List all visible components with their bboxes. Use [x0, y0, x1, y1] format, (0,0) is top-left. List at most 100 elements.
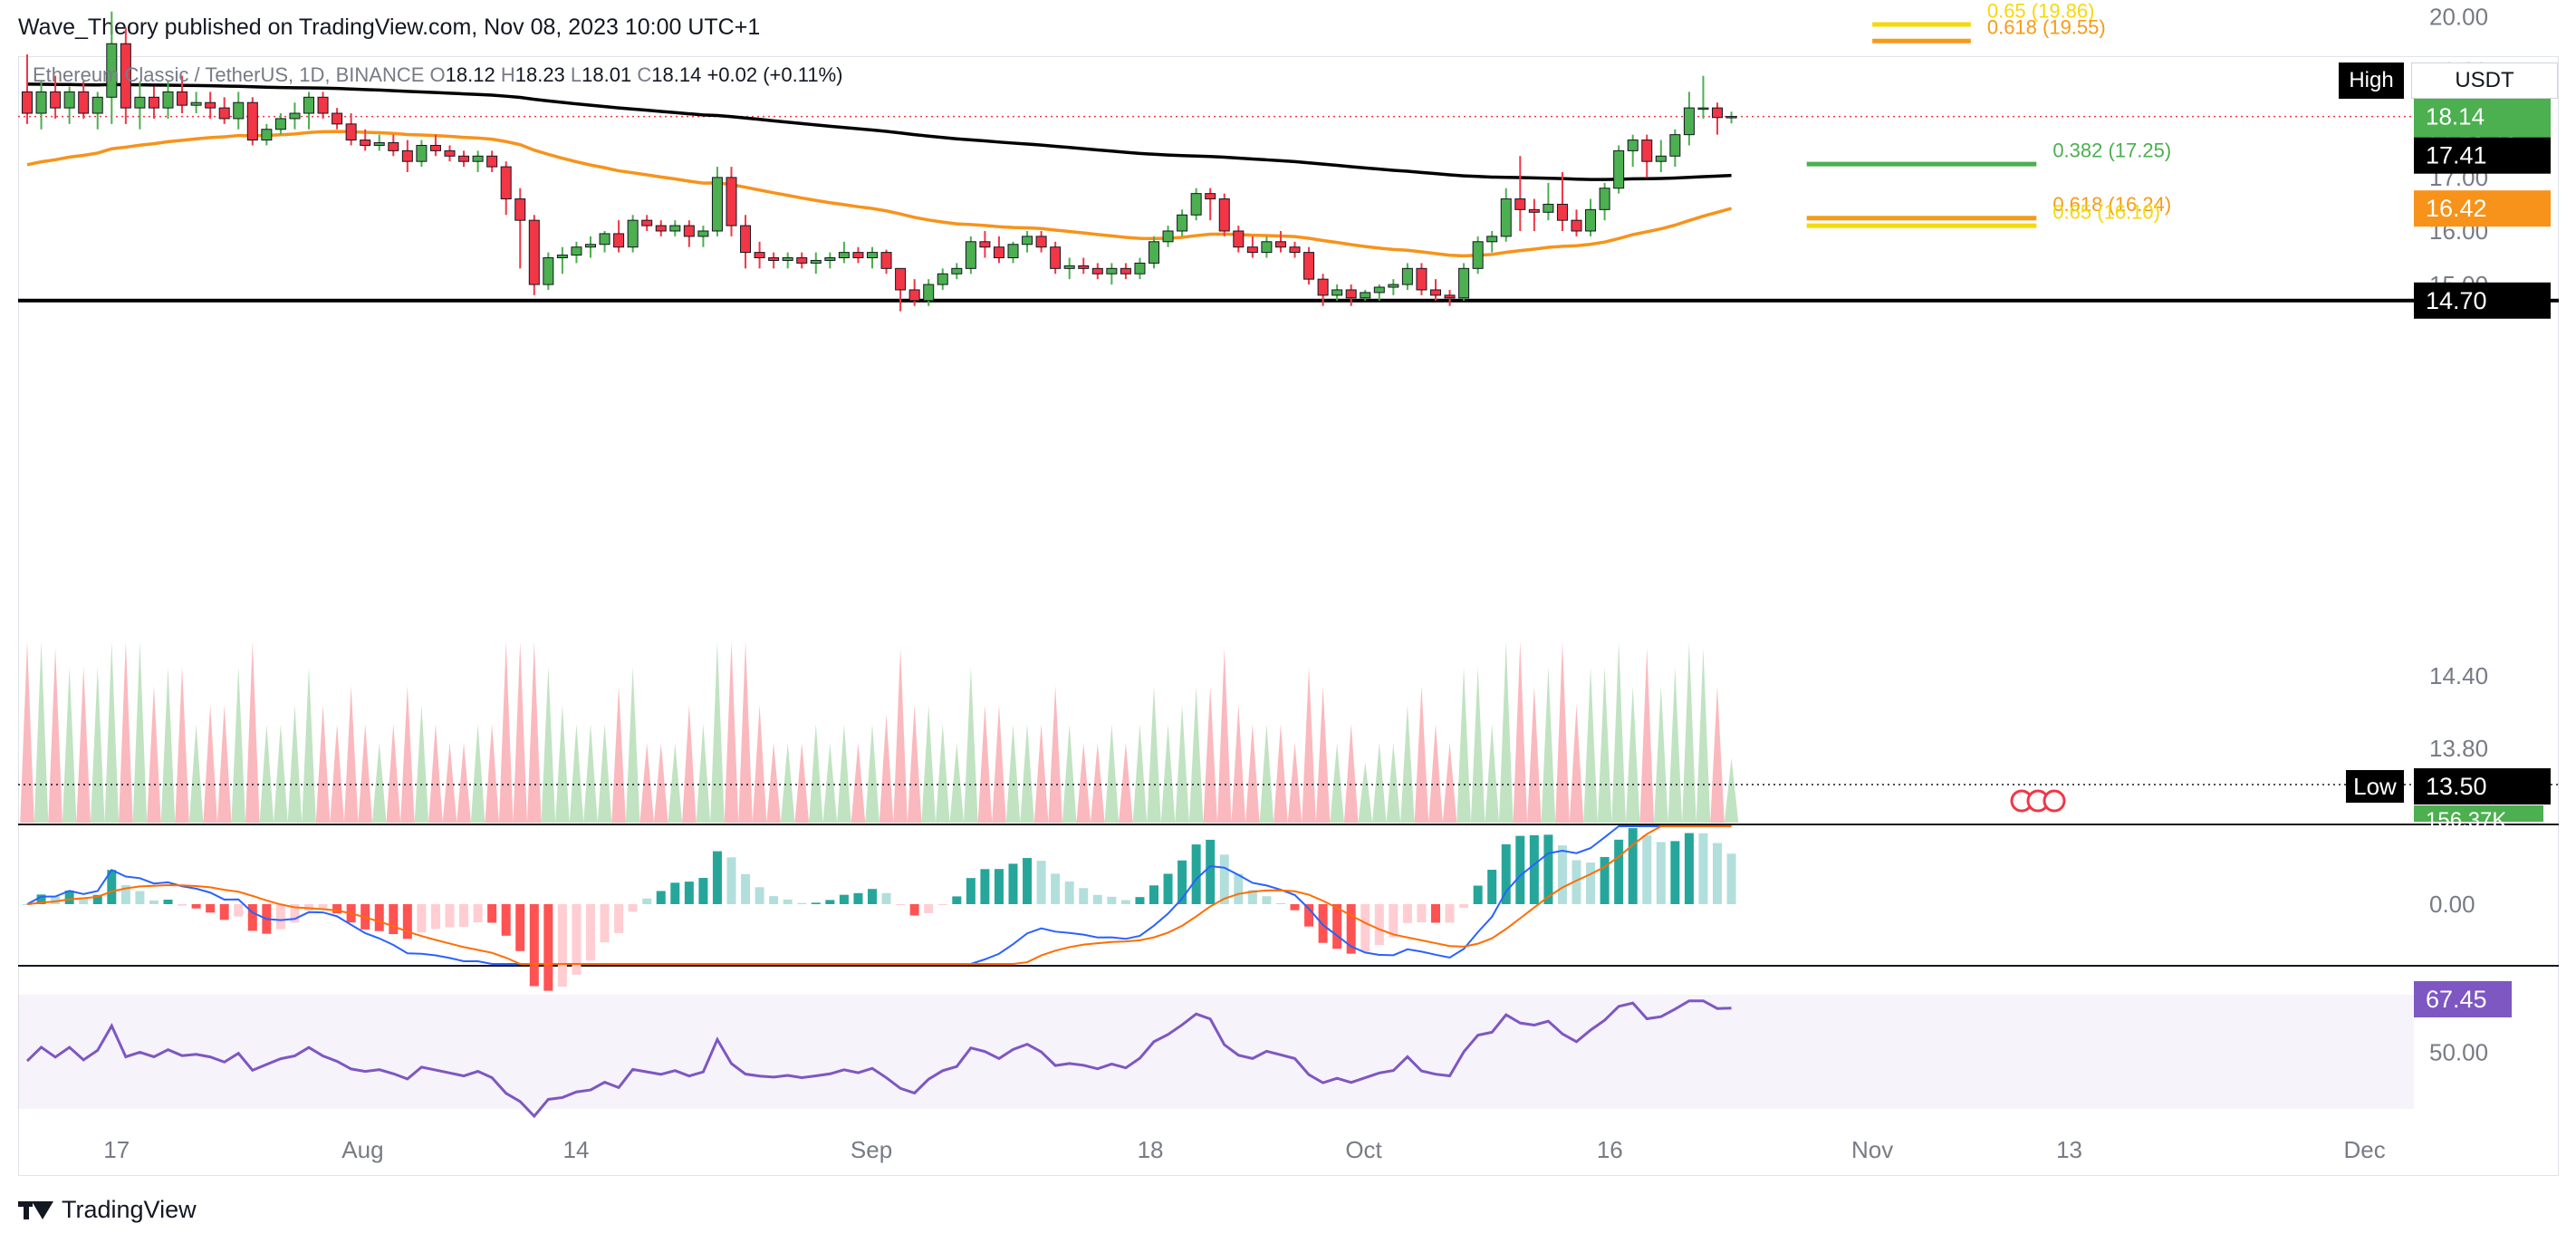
macd-histogram-bar — [1713, 843, 1722, 904]
candle-body — [993, 246, 1004, 259]
volume-bar — [780, 743, 795, 823]
candle-body — [1401, 267, 1413, 285]
macd-histogram-bar — [1572, 860, 1581, 904]
candle-body — [1725, 116, 1737, 119]
macd-histogram-bar — [684, 882, 694, 904]
candle — [1388, 279, 1399, 295]
candle — [1360, 289, 1371, 301]
candle — [979, 230, 991, 258]
macd-histogram-bar — [374, 904, 384, 931]
price-tags: 18.1414:59:4817.4116.4214.70Low13.50156.… — [2346, 96, 2551, 1017]
candle-body — [556, 255, 568, 259]
candle-body — [1246, 246, 1258, 254]
candle-body — [1585, 208, 1597, 232]
candle-body — [1683, 107, 1695, 136]
volume-bar — [625, 667, 640, 823]
fib-label: 0.65 (19.86) — [1987, 0, 2095, 22]
candle — [1162, 226, 1174, 247]
candle-body — [1177, 214, 1188, 232]
candle — [1430, 279, 1441, 301]
macd-histogram-bar — [247, 904, 257, 931]
time-axis: 17 Aug 14 Sep 18 Oct 16 Nov 13 Dec — [103, 1136, 2386, 1163]
rsi-axis-label: 50.00 — [2429, 1039, 2488, 1066]
candle — [345, 113, 357, 146]
candle-body — [1233, 230, 1245, 248]
candle — [543, 252, 554, 290]
macd-histogram-bar — [36, 894, 46, 904]
macd-histogram-bar — [1008, 863, 1018, 904]
time-axis-label: Sep — [851, 1136, 892, 1163]
ohlc-legend: Ethereum Classic / TetherUS, 1D, BINANCE… — [33, 63, 842, 87]
volume-bar — [752, 705, 767, 823]
footer[interactable]: TradingView — [18, 1196, 197, 1224]
candle-body — [951, 267, 963, 275]
candle-body — [514, 198, 526, 221]
candle — [965, 236, 976, 275]
volume-bar — [485, 724, 499, 823]
macd-histogram-bar — [712, 851, 722, 904]
volume-bar — [513, 641, 528, 823]
macd-histogram-bar — [1219, 854, 1229, 904]
volume-bar — [1132, 724, 1148, 823]
candle — [683, 220, 695, 247]
volume-bar — [1428, 724, 1443, 823]
volume-bar — [132, 641, 148, 823]
fib-label: 0.382 (17.25) — [2052, 140, 2171, 162]
volume-bar — [216, 705, 232, 823]
candle-body — [1218, 198, 1230, 232]
candle-body — [979, 241, 991, 248]
volume-bar — [414, 705, 429, 823]
legend-symbol: Ethereum Classic / TetherUS, 1D, BINANCE — [33, 63, 425, 86]
candle — [1035, 230, 1047, 253]
price-tag-box — [2414, 137, 2551, 174]
candle-body — [782, 257, 793, 261]
volume-bar — [1175, 705, 1189, 823]
candle — [360, 129, 371, 151]
candle — [162, 81, 174, 119]
candle — [867, 246, 878, 269]
candle — [711, 167, 723, 236]
candle — [726, 167, 737, 236]
macd-histogram-bar — [586, 904, 595, 961]
rsi-tag-value: 67.45 — [2426, 986, 2487, 1013]
volume-bar — [1119, 743, 1133, 823]
volume-bar — [1048, 686, 1062, 823]
candle-body — [1120, 267, 1131, 275]
candle — [120, 27, 131, 124]
macd-histogram-bar — [64, 890, 74, 904]
macd-histogram-bar — [1177, 860, 1187, 904]
candle-body — [726, 177, 737, 226]
candle — [810, 252, 822, 275]
price-tag-value: 18.14 — [2426, 103, 2485, 130]
candle-body — [91, 96, 103, 114]
macd-histogram-bar — [1698, 833, 1708, 904]
volume-bar — [1203, 686, 1217, 823]
price-tag: 14.70 — [2414, 282, 2551, 319]
candle — [1331, 284, 1343, 301]
macd-histogram-bar — [290, 904, 300, 923]
volume-bar — [358, 724, 372, 823]
macd-histogram-bar — [1515, 835, 1525, 904]
candle — [429, 134, 441, 157]
candle-body — [261, 129, 273, 141]
volume-bar — [555, 705, 570, 823]
signal-line — [26, 825, 1732, 965]
macd-histogram-bar — [1473, 885, 1483, 904]
candle-body — [1303, 252, 1315, 280]
macd-histogram-bar — [1726, 853, 1736, 904]
candle-body — [1641, 140, 1653, 162]
macd-histogram-bar — [1656, 842, 1666, 904]
volume-bar — [1724, 757, 1739, 823]
candle-body — [1261, 241, 1273, 254]
candle-body — [106, 43, 118, 98]
candle — [514, 188, 526, 269]
rsi-pane — [25, 999, 1732, 1119]
low-tag-label: Low — [2353, 773, 2397, 800]
volume-bar — [245, 641, 260, 823]
legend-close: 18.14 — [651, 63, 702, 86]
volume-bar — [1005, 724, 1021, 823]
candle-body — [1289, 246, 1301, 254]
currency-button[interactable]: USDT — [2411, 63, 2558, 99]
candle — [1218, 193, 1230, 236]
